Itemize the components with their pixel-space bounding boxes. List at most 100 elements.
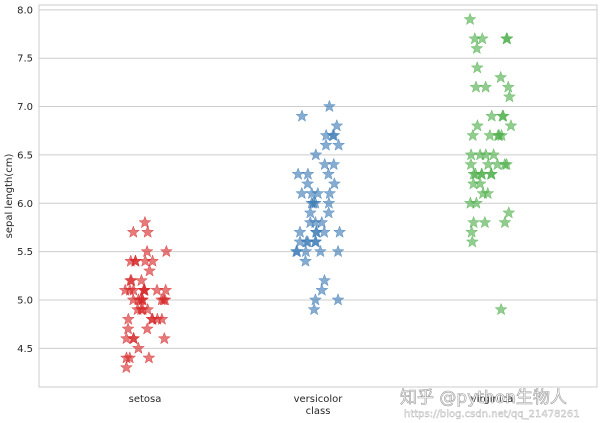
data-point-virginica <box>478 215 492 229</box>
x-tick-label-versicolor: versicolor <box>294 394 344 405</box>
data-point-virginica <box>470 118 485 132</box>
data-point-versicolor <box>313 244 327 258</box>
x-axis-label: class <box>306 406 331 417</box>
data-point-versicolor <box>301 167 315 180</box>
data-point-setosa <box>119 360 133 374</box>
data-point-versicolor <box>317 273 332 287</box>
data-point-virginica <box>498 215 512 229</box>
data-point-setosa <box>141 225 155 238</box>
data-point-versicolor <box>293 235 307 248</box>
data-point-versicolor <box>306 196 320 209</box>
data-point-versicolor <box>301 176 315 190</box>
data-point-setosa <box>119 351 134 364</box>
data-point-setosa <box>157 331 171 345</box>
data-point-setosa <box>159 244 173 258</box>
data-point-virginica <box>502 206 516 219</box>
data-point-versicolor <box>322 196 336 209</box>
y-tick-label: 5.0 <box>17 295 33 306</box>
data-point-setosa <box>138 215 152 229</box>
data-point-setosa <box>155 312 169 325</box>
data-point-virginica <box>465 235 479 248</box>
data-point-setosa <box>131 341 145 354</box>
data-point-versicolor <box>295 109 309 122</box>
data-point-setosa <box>137 283 151 296</box>
y-tick-label: 6.0 <box>17 199 33 210</box>
y-tick-label: 7.0 <box>17 102 33 113</box>
data-point-virginica <box>494 70 508 84</box>
data-point-versicolor <box>332 138 346 151</box>
data-point-setosa <box>128 254 142 267</box>
data-point-versicolor <box>303 206 317 219</box>
data-point-versicolor <box>323 186 337 200</box>
data-point-versicolor <box>327 176 341 190</box>
data-point-setosa <box>157 293 171 306</box>
data-point-versicolor <box>327 157 341 171</box>
data-point-virginica <box>479 147 493 161</box>
data-point-versicolor <box>289 244 303 258</box>
y-tick-labels: 4.5 5.0 5.5 6.0 6.5 7.0 7.5 8.0 <box>17 5 33 354</box>
data-point-versicolor <box>319 138 333 151</box>
data-point-virginica <box>466 128 480 142</box>
data-point-virginica <box>481 157 495 171</box>
data-point-versicolor <box>331 244 345 258</box>
data-point-versicolor <box>333 225 347 238</box>
data-point-virginica <box>463 196 477 209</box>
data-point-setosa <box>150 283 164 296</box>
data-point-virginica <box>470 41 484 55</box>
data-point-setosa <box>145 254 160 267</box>
data-point-versicolor <box>315 215 329 229</box>
y-axis-label: sepal length(cm) <box>4 154 15 239</box>
data-point-virginica <box>500 31 514 45</box>
data-point-versicolor <box>315 283 329 296</box>
data-point-setosa <box>142 351 156 364</box>
data-point-virginica <box>491 128 505 142</box>
data-point-virginica <box>495 109 510 122</box>
data-point-virginica <box>481 186 495 200</box>
x-tick-label-setosa: setosa <box>129 394 162 405</box>
data-point-setosa <box>123 273 138 287</box>
data-point-setosa <box>142 264 157 277</box>
data-point-setosa <box>130 302 145 316</box>
data-point-virginica <box>470 60 484 74</box>
data-point-versicolor <box>309 147 323 161</box>
data-point-virginica <box>468 31 482 45</box>
data-point-versicolor <box>321 167 336 180</box>
data-point-versicolor <box>310 225 324 238</box>
data-point-versicolor <box>322 206 336 219</box>
data-point-virginica <box>475 167 489 180</box>
data-points <box>118 12 518 374</box>
data-point-versicolor <box>307 302 321 316</box>
data-point-setosa <box>126 225 140 238</box>
watermark-main: 知乎 @python生物人 <box>400 388 567 408</box>
data-point-virginica <box>464 157 478 171</box>
data-point-virginica <box>466 176 480 190</box>
data-point-versicolor <box>330 118 344 132</box>
data-point-versicolor <box>319 128 333 142</box>
data-point-versicolor <box>322 99 336 113</box>
data-point-setosa <box>134 293 148 306</box>
data-point-versicolor <box>305 186 319 200</box>
data-point-setosa <box>121 322 135 335</box>
data-point-virginica <box>463 12 477 26</box>
data-point-versicolor <box>331 293 345 306</box>
data-point-virginica <box>494 302 508 316</box>
y-tick-label: 6.5 <box>17 150 33 161</box>
data-point-setosa <box>126 331 140 345</box>
data-point-setosa <box>134 273 149 287</box>
watermark-sub: https://blog.csdn.net/qq_21478261 <box>404 409 580 420</box>
data-point-virginica <box>504 118 518 132</box>
data-point-versicolor <box>298 254 313 267</box>
data-point-virginica <box>467 215 481 229</box>
data-point-virginica <box>469 80 483 93</box>
data-point-setosa <box>140 322 154 335</box>
data-point-virginica <box>465 225 479 238</box>
data-point-versicolor <box>293 225 307 238</box>
data-point-versicolor <box>303 215 317 229</box>
data-point-setosa <box>140 244 154 258</box>
data-point-virginica <box>501 80 515 93</box>
data-point-virginica <box>502 89 517 103</box>
x-tick-labels: setosa versicolor virginica <box>129 394 514 405</box>
x-tick-label-virginica: virginica <box>471 394 514 405</box>
y-tick-label: 5.5 <box>17 247 33 258</box>
